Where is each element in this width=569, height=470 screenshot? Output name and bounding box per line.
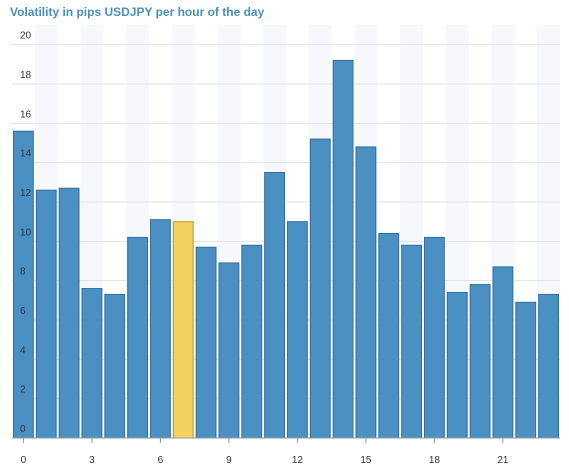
y-tick-label: 18 [20,70,32,81]
bar[interactable] [81,288,103,439]
bar[interactable] [332,59,354,439]
bar[interactable] [35,189,57,439]
bar[interactable] [241,244,263,439]
bar[interactable] [424,236,445,439]
bar[interactable] [150,219,171,439]
bar[interactable] [538,293,560,439]
bar[interactable] [309,138,331,439]
bar[interactable] [515,301,537,439]
y-tick-label: 16 [20,109,32,120]
bar[interactable] [195,246,217,439]
y-tick-label: 20 [20,31,32,42]
bar[interactable] [401,244,422,439]
y-tick-label: 6 [20,306,26,317]
bar[interactable] [446,291,468,439]
bar[interactable] [58,187,80,439]
y-tick-label: 0 [20,424,26,435]
x-tick-label: 15 [360,455,372,466]
x-tick-label: 12 [292,455,304,466]
x-tick-label: 6 [158,455,164,466]
y-tick-label: 2 [20,385,26,396]
bar[interactable] [469,284,491,439]
y-tick-label: 4 [20,345,26,356]
x-tick-label: 21 [497,455,509,466]
bar-highlighted[interactable] [172,221,194,439]
x-tick-label: 3 [89,455,95,466]
y-tick-label: 10 [20,227,32,238]
x-tick-label: 18 [429,455,441,466]
bar[interactable] [218,262,240,439]
bar[interactable] [287,221,308,439]
y-tick-label: 8 [20,267,26,278]
bar[interactable] [127,236,148,439]
x-tick-label: 0 [21,455,27,466]
y-tick-label: 14 [20,149,32,160]
chart-title: Volatility in pips USDJPY per hour of th… [10,5,265,19]
bar[interactable] [104,293,126,439]
y-tick-label: 12 [20,188,32,199]
bar[interactable] [355,146,377,439]
bar[interactable] [264,172,285,439]
bar[interactable] [378,232,400,439]
x-tick-label: 9 [226,455,232,466]
bar[interactable] [492,266,514,439]
